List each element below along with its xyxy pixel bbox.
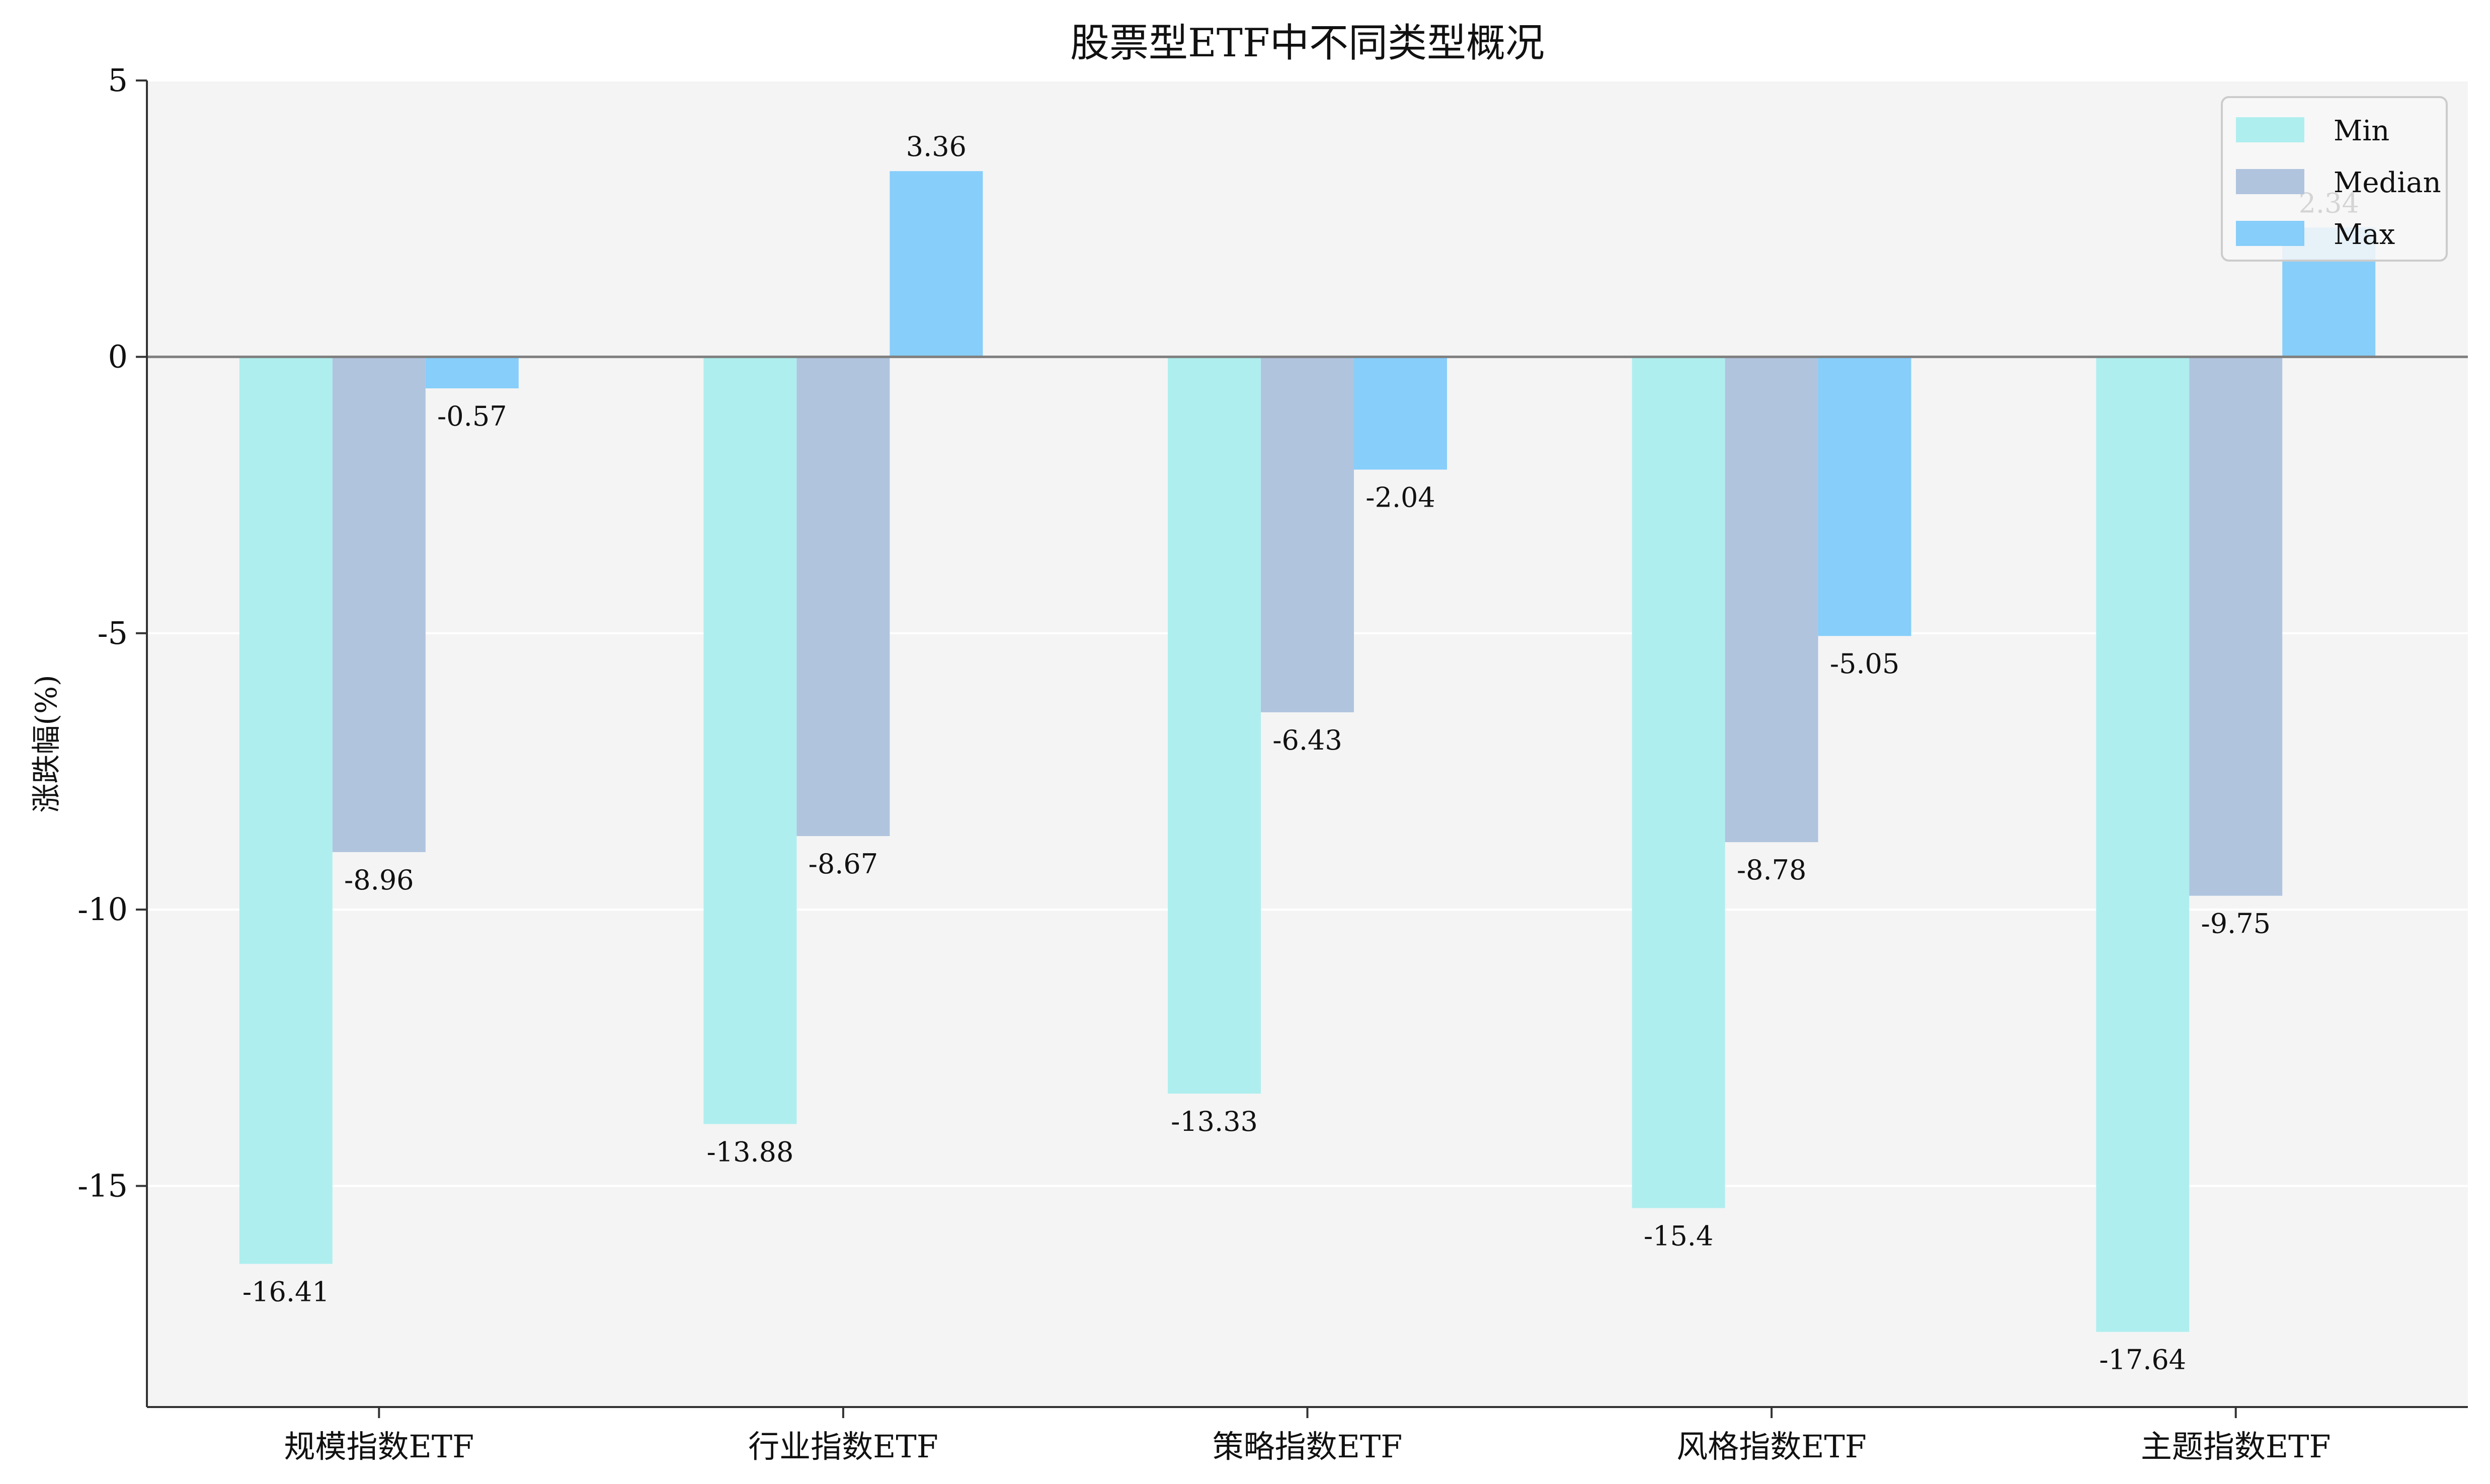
bar-median-1	[332, 357, 426, 852]
x-tick-label-2: 行业指数ETF	[748, 1428, 938, 1465]
data-label-max-1: -0.57	[437, 400, 507, 432]
data-label-min-3: -13.33	[1171, 1106, 1258, 1137]
bar-min-1	[239, 357, 333, 1264]
data-label-min-4: -15.4	[1644, 1220, 1713, 1252]
x-tick-label-4: 风格指数ETF	[1676, 1428, 1867, 1465]
data-label-median-5: -9.75	[2201, 908, 2270, 940]
y-tick-label: 5	[108, 62, 128, 99]
y-tick-label: -5	[98, 615, 128, 651]
data-label-median-3: -6.43	[1272, 724, 1342, 756]
bar-max-2	[890, 171, 983, 357]
bar-median-2	[796, 357, 890, 836]
data-label-median-4: -8.78	[1737, 854, 1806, 886]
bar-median-3	[1261, 357, 1354, 712]
bar-min-2	[703, 357, 797, 1124]
y-tick-label: 0	[108, 338, 128, 375]
bar-min-4	[1632, 357, 1725, 1208]
data-label-min-5: -17.64	[2099, 1344, 2186, 1376]
bar-max-4	[1818, 357, 1911, 636]
y-axis-label: 涨跌幅(%)	[29, 675, 63, 812]
data-label-min-1: -16.41	[243, 1276, 330, 1307]
data-label-max-2: 3.36	[906, 131, 967, 162]
legend-swatch-max	[2236, 221, 2304, 246]
data-label-min-2: -13.88	[706, 1136, 793, 1168]
legend-label-min: Min	[2334, 115, 2389, 147]
legend-label-median: Median	[2334, 167, 2441, 199]
bar-max-3	[1354, 357, 1447, 470]
data-label-median-2: -8.67	[809, 848, 878, 880]
data-label-median-1: -8.96	[344, 864, 414, 896]
chart-title: 股票型ETF中不同类型概况	[1070, 21, 1545, 66]
x-tick-label-5: 主题指数ETF	[2141, 1428, 2331, 1465]
x-tick-label-1: 规模指数ETF	[284, 1428, 474, 1465]
legend-swatch-min	[2236, 117, 2304, 142]
data-label-max-3: -2.04	[1366, 482, 1435, 514]
y-tick-label: -10	[77, 891, 128, 928]
bar-max-1	[425, 357, 519, 389]
bar-min-5	[2096, 357, 2190, 1332]
legend-label-max: Max	[2334, 218, 2395, 251]
data-label-max-4: -5.05	[1830, 648, 1899, 680]
legend-swatch-median	[2236, 169, 2304, 194]
bar-min-3	[1168, 357, 1261, 1094]
bar-median-4	[1725, 357, 1818, 843]
y-tick-label: -15	[77, 1168, 128, 1204]
bar-median-5	[2189, 357, 2283, 896]
x-tick-label-3: 策略指数ETF	[1213, 1428, 1403, 1465]
